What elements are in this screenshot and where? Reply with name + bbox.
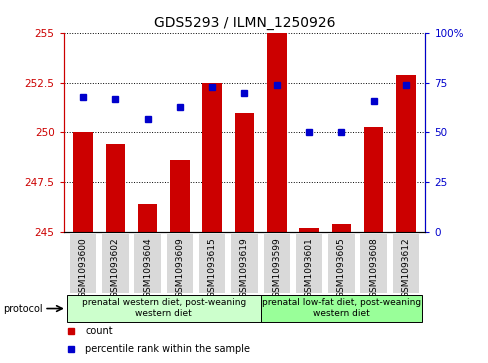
Bar	[363, 126, 383, 232]
Text: prenatal western diet, post-weaning
western diet: prenatal western diet, post-weaning west…	[81, 298, 245, 318]
Bar	[299, 228, 318, 232]
Text: GSM1093605: GSM1093605	[336, 237, 345, 298]
Text: GSM1093619: GSM1093619	[240, 237, 248, 298]
Text: percentile rank within the sample: percentile rank within the sample	[85, 344, 250, 354]
Bar	[138, 204, 157, 232]
FancyBboxPatch shape	[199, 233, 225, 293]
Text: GSM1093600: GSM1093600	[78, 237, 87, 298]
Title: GDS5293 / ILMN_1250926: GDS5293 / ILMN_1250926	[153, 16, 335, 30]
Bar	[331, 224, 350, 232]
Bar	[266, 33, 286, 232]
Text: GSM1093609: GSM1093609	[175, 237, 184, 298]
FancyBboxPatch shape	[392, 233, 418, 293]
Text: protocol: protocol	[3, 303, 42, 314]
Bar	[73, 132, 92, 232]
Text: prenatal low-fat diet, post-weaning
western diet: prenatal low-fat diet, post-weaning west…	[262, 298, 420, 318]
FancyBboxPatch shape	[295, 233, 322, 293]
FancyBboxPatch shape	[327, 233, 354, 293]
FancyBboxPatch shape	[102, 233, 128, 293]
FancyBboxPatch shape	[231, 233, 257, 293]
Bar	[202, 82, 222, 232]
FancyBboxPatch shape	[360, 233, 386, 293]
Text: GSM1093608: GSM1093608	[368, 237, 377, 298]
Bar	[234, 113, 254, 232]
Bar	[170, 160, 189, 232]
Text: GSM1093602: GSM1093602	[111, 237, 120, 298]
Bar	[396, 74, 415, 232]
FancyBboxPatch shape	[260, 295, 421, 322]
FancyBboxPatch shape	[134, 233, 161, 293]
Text: GSM1093604: GSM1093604	[143, 237, 152, 298]
Text: GSM1093601: GSM1093601	[304, 237, 313, 298]
FancyBboxPatch shape	[70, 233, 96, 293]
Text: GSM1093612: GSM1093612	[401, 237, 410, 298]
Bar	[105, 144, 125, 232]
Text: GSM1093615: GSM1093615	[207, 237, 216, 298]
FancyBboxPatch shape	[67, 295, 260, 322]
FancyBboxPatch shape	[166, 233, 193, 293]
Text: count: count	[85, 326, 113, 336]
Text: GSM1093599: GSM1093599	[272, 237, 281, 298]
FancyBboxPatch shape	[263, 233, 289, 293]
